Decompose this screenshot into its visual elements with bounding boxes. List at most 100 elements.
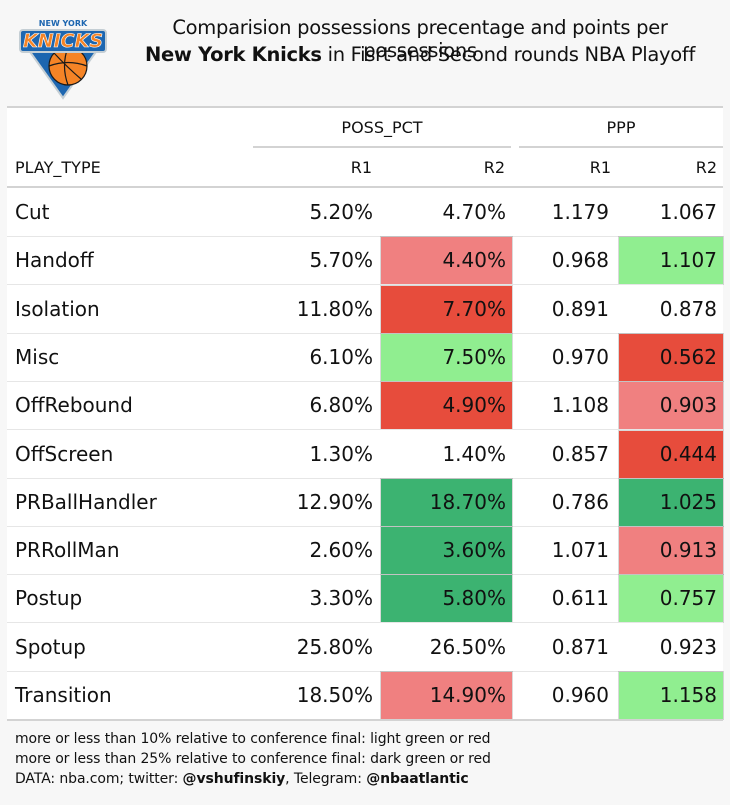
table-row: OffScreen 1.30% 1.40% 0.857 0.444 <box>7 429 724 479</box>
poss-r1-cell: 25.80% <box>296 634 373 659</box>
poss-r1-cell: 18.50% <box>296 683 373 707</box>
ppp-r1-cell: 0.786 <box>551 489 609 514</box>
poss-r1-cell: 6.10% <box>309 344 373 369</box>
title-rest: in Fisrt and Second rounds NBA Playoff <box>321 43 696 66</box>
svg-text:KNICKS: KNICKS <box>23 30 103 52</box>
ppp-r2-cell: 0.444 <box>618 429 724 479</box>
ppp-r1-cell: 0.871 <box>551 634 609 659</box>
column-header-poss-r1: R1 <box>350 158 372 177</box>
ppp-r2-cell: 0.878 <box>659 296 717 321</box>
row-divider <box>7 525 723 527</box>
poss-r2-cell: 4.40% <box>380 236 513 286</box>
footnote-light: more or less than 10% relative to confer… <box>15 731 491 747</box>
table-top-border <box>7 106 723 108</box>
poss-r1-cell: 6.80% <box>309 393 373 418</box>
ppp-r2-cell: 0.913 <box>618 526 724 576</box>
ppp-r1-cell: 0.857 <box>551 441 609 466</box>
row-divider <box>7 380 723 382</box>
ppp-r2-cell: 1.158 <box>618 671 724 720</box>
telegram-handle: @nbaatlantic <box>366 771 469 787</box>
poss-r1-cell: 11.80% <box>296 296 373 321</box>
footnote-source: DATA: nba.com; twitter: @vshufinskiy, Te… <box>15 771 469 787</box>
header: KNICKS NEW YORK Comparision possessions … <box>0 0 730 105</box>
group-header-poss-pct: POSS_PCT <box>341 118 423 137</box>
header-divider <box>7 186 723 188</box>
play-type-cell: Transition <box>15 683 112 707</box>
title-line-2: New York Knicks in Fisrt and Second roun… <box>118 43 722 66</box>
column-header-ppp-r1: R1 <box>589 158 611 177</box>
poss-r2-cell: 26.50% <box>429 634 506 659</box>
table-row: PRBallHandler 12.90% 18.70% 0.786 1.025 <box>7 477 724 527</box>
ppp-r1-cell: 0.968 <box>551 248 609 273</box>
table-row: Postup 3.30% 5.80% 0.611 0.757 <box>7 574 724 624</box>
row-divider <box>7 574 723 576</box>
play-type-cell: OffScreen <box>15 441 114 466</box>
play-type-cell: Spotup <box>15 634 86 659</box>
poss-r2-cell: 4.90% <box>380 381 513 431</box>
svg-text:NEW YORK: NEW YORK <box>39 19 88 28</box>
knicks-logo: KNICKS NEW YORK <box>19 19 107 100</box>
ppp-r1-cell: 0.611 <box>551 586 609 611</box>
table-row: Handoff 5.70% 4.40% 0.968 1.107 <box>7 236 724 286</box>
poss-r2-cell: 7.50% <box>380 332 513 382</box>
poss-r1-cell: 2.60% <box>309 538 373 563</box>
column-header-poss-r2: R2 <box>483 158 505 177</box>
ppp-r2-cell: 1.107 <box>618 236 724 286</box>
row-divider <box>7 622 723 624</box>
group-underline-poss <box>253 146 511 148</box>
table-bottom-border <box>7 719 723 721</box>
title-team: New York Knicks <box>144 43 322 66</box>
play-type-cell: OffRebound <box>15 393 133 418</box>
table-row: Spotup 25.80% 26.50% 0.871 0.923 <box>7 624 723 672</box>
ppp-r1-cell: 0.970 <box>551 344 609 369</box>
play-type-cell: Postup <box>15 586 83 611</box>
table-row: PRRollMan 2.60% 3.60% 1.071 0.913 <box>7 526 724 576</box>
table-row: OffRebound 6.80% 4.90% 1.108 0.903 <box>7 381 724 431</box>
ppp-r2-cell: 1.025 <box>618 477 724 527</box>
ppp-r2-cell: 0.903 <box>618 381 724 431</box>
row-divider <box>7 332 723 334</box>
row-divider <box>7 670 723 672</box>
data-table <box>7 108 723 721</box>
play-type-cell: Misc <box>15 344 60 369</box>
poss-r2-cell: 1.40% <box>442 441 506 466</box>
footnote-dark: more or less than 25% relative to confer… <box>15 751 491 767</box>
ppp-r2-cell: 0.757 <box>618 574 724 624</box>
play-type-cell: Handoff <box>15 248 94 273</box>
poss-r2-cell: 5.80% <box>380 574 513 624</box>
row-divider <box>7 284 723 286</box>
ppp-r1-cell: 0.960 <box>551 683 609 707</box>
source-prefix: DATA: nba.com; twitter: <box>15 771 183 787</box>
play-type-cell: Isolation <box>15 296 100 321</box>
telegram-prefix: , Telegram: <box>285 771 367 787</box>
ppp-r1-cell: 0.891 <box>551 296 609 321</box>
poss-r1-cell: 5.20% <box>309 200 373 224</box>
table-row: Isolation 11.80% 7.70% 0.891 0.878 <box>7 284 723 334</box>
ppp-r1-cell: 1.179 <box>551 200 609 224</box>
ppp-r2-cell: 0.562 <box>618 332 724 382</box>
table-row: Transition 18.50% 14.90% 0.960 1.158 <box>7 671 724 720</box>
twitter-handle: @vshufinskiy <box>182 771 286 787</box>
poss-r1-cell: 3.30% <box>309 586 373 611</box>
column-header-ppp-r2: R2 <box>695 158 717 177</box>
poss-r2-cell: 18.70% <box>380 477 513 527</box>
poss-r2-cell: 14.90% <box>380 671 513 720</box>
ppp-r1-cell: 1.071 <box>551 538 609 563</box>
row-divider <box>7 236 723 237</box>
poss-r2-cell: 3.60% <box>380 526 513 576</box>
ppp-r2-cell: 1.067 <box>659 200 717 224</box>
title-line-1: Comparision possessions precentage and p… <box>172 16 668 62</box>
row-divider <box>7 477 723 479</box>
play-type-cell: PRBallHandler <box>15 489 157 514</box>
poss-r1-cell: 12.90% <box>296 489 373 514</box>
row-divider <box>7 429 723 431</box>
group-underline-ppp <box>519 146 723 148</box>
play-type-cell: PRRollMan <box>15 538 120 563</box>
column-header-play-type: PLAY_TYPE <box>15 158 101 177</box>
group-header-ppp: PPP <box>606 118 636 137</box>
table-row: Misc 6.10% 7.50% 0.970 0.562 <box>7 332 724 382</box>
poss-r1-cell: 1.30% <box>309 441 373 466</box>
ppp-r2-cell: 0.923 <box>659 634 717 659</box>
poss-r2-cell: 7.70% <box>380 284 513 334</box>
poss-r2-cell: 4.70% <box>442 200 506 224</box>
